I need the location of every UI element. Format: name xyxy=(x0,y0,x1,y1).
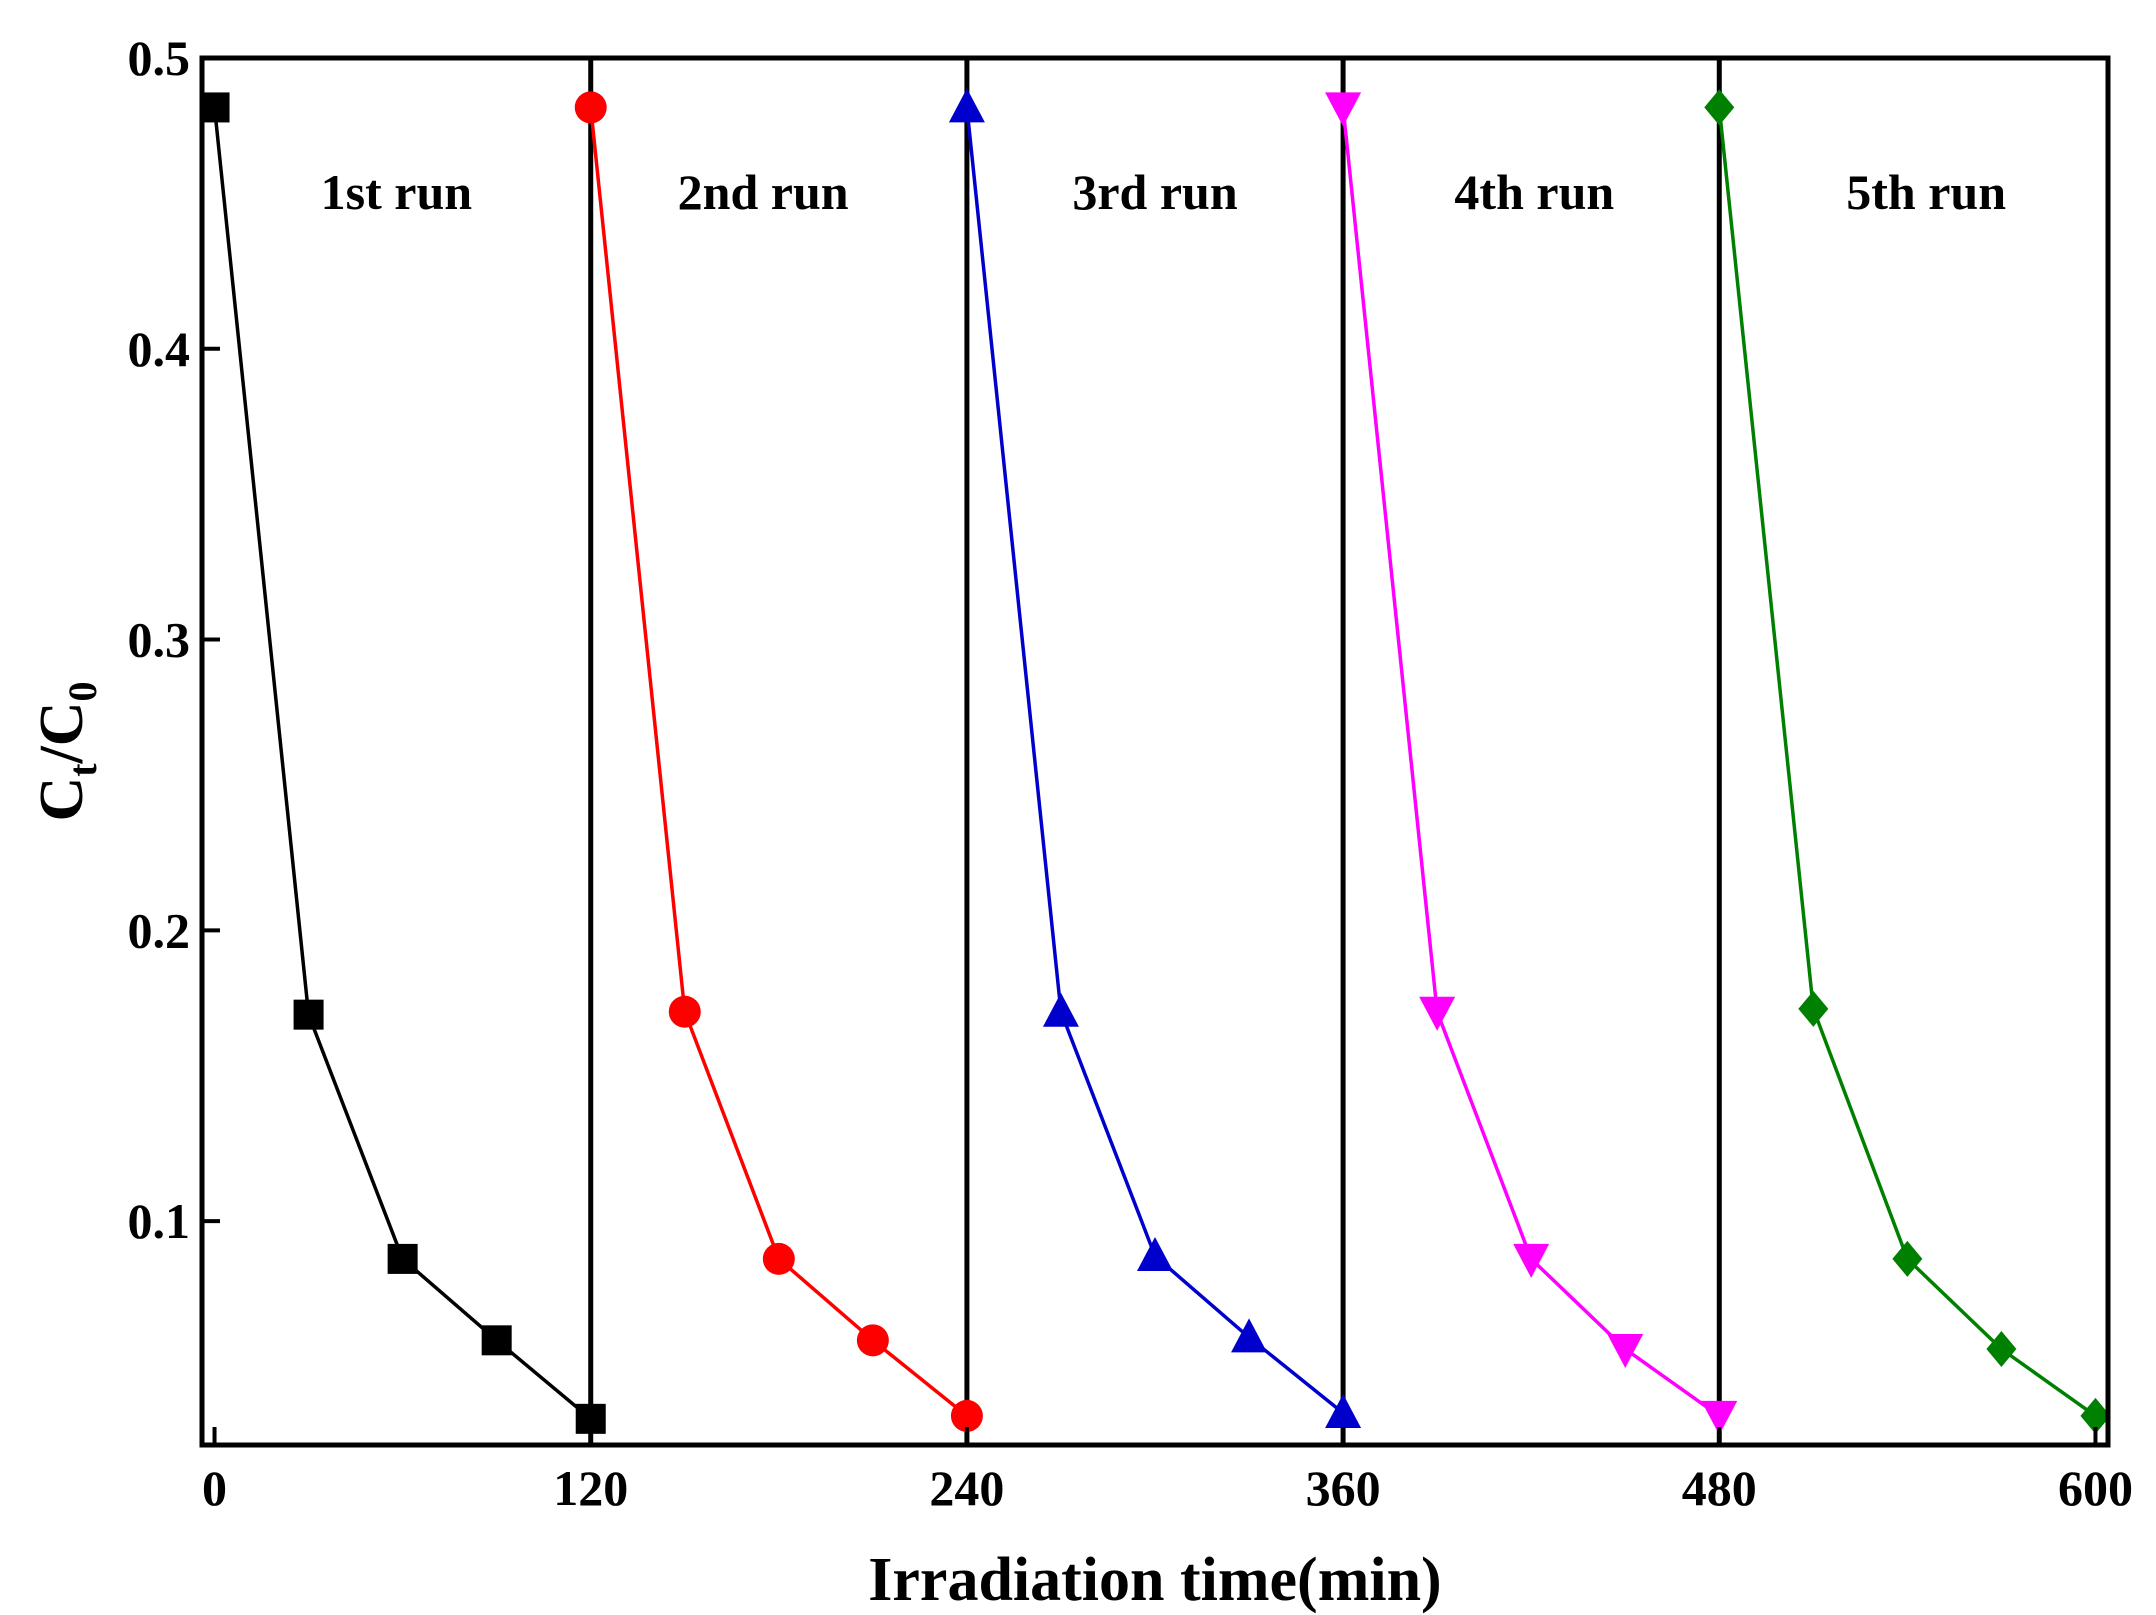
data-point xyxy=(481,1325,512,1356)
series-line xyxy=(965,107,1345,1415)
data-point xyxy=(293,999,324,1030)
y-tick-label: 0.4 xyxy=(128,321,191,377)
series-line xyxy=(1341,107,1721,1418)
data-point xyxy=(950,1399,983,1432)
data-point xyxy=(2080,1397,2111,1434)
data-point xyxy=(1701,1400,1738,1435)
data-point xyxy=(1607,1334,1644,1369)
run-label-3: 3rd run xyxy=(1072,164,1238,220)
run-label-4: 4th run xyxy=(1454,164,1614,220)
data-point xyxy=(1325,92,1362,127)
series-run-3 xyxy=(948,88,1362,1429)
x-tick-label: 600 xyxy=(2058,1460,2133,1516)
x-tick-label: 360 xyxy=(1306,1460,1381,1516)
x-tick-label: 240 xyxy=(929,1460,1004,1516)
data-point xyxy=(1325,1394,1362,1429)
run-label-2: 2nd run xyxy=(678,164,849,220)
run-label-5: 5th run xyxy=(1846,164,2006,220)
run-label-1: 1st run xyxy=(321,164,473,220)
data-point xyxy=(1419,996,1456,1031)
y-tick-label: 0.3 xyxy=(128,612,191,668)
x-tick-label: 120 xyxy=(553,1460,628,1516)
data-point xyxy=(1986,1331,2017,1368)
y-tick-label: 0.1 xyxy=(128,1193,191,1249)
data-point xyxy=(668,995,701,1028)
y-axis-title-main: C xyxy=(28,777,96,822)
y-axis-title: Ct/C0 xyxy=(28,681,105,821)
y-tick-label: 0.2 xyxy=(128,902,191,958)
series-line xyxy=(212,107,592,1421)
data-point xyxy=(1231,1318,1268,1353)
series-group xyxy=(199,88,2111,1435)
y-axis-title-sub2: 0 xyxy=(60,681,105,701)
series-line xyxy=(1717,107,2097,1418)
data-point xyxy=(948,88,985,123)
y-axis-title-sub1: t xyxy=(60,763,105,777)
data-point xyxy=(1042,992,1079,1027)
plot-frame xyxy=(199,55,2111,1448)
series-run-2 xyxy=(574,91,983,1432)
data-point xyxy=(199,92,230,123)
series-run-5 xyxy=(1704,89,2111,1434)
data-point xyxy=(1513,1243,1550,1278)
data-point xyxy=(1137,1236,1173,1271)
data-point xyxy=(574,91,607,124)
x-tick-label: 0 xyxy=(202,1460,227,1516)
data-point xyxy=(1892,1240,1923,1277)
data-point xyxy=(856,1324,889,1357)
x-tick-label: 480 xyxy=(1682,1460,1757,1516)
data-point xyxy=(1704,89,1735,126)
x-axis-title: Irradiation time(min) xyxy=(868,1546,1441,1614)
y-tick-label: 0.5 xyxy=(128,30,191,86)
y-axis-title-slash: /C xyxy=(28,701,96,764)
run-labels: 1st run 2nd run 3rd run 4th run 5th run xyxy=(321,164,2007,220)
data-point xyxy=(762,1242,795,1275)
series-run-1 xyxy=(199,92,606,1434)
run-dividers xyxy=(588,58,1722,1445)
data-point xyxy=(1798,990,1829,1027)
series-line xyxy=(588,107,969,1418)
data-point xyxy=(387,1243,418,1274)
series-run-4 xyxy=(1325,92,1738,1435)
axis-ticks: 0 120 240 360 480 600 0.1 0.2 0.3 0.4 0.5 xyxy=(128,30,2133,1516)
